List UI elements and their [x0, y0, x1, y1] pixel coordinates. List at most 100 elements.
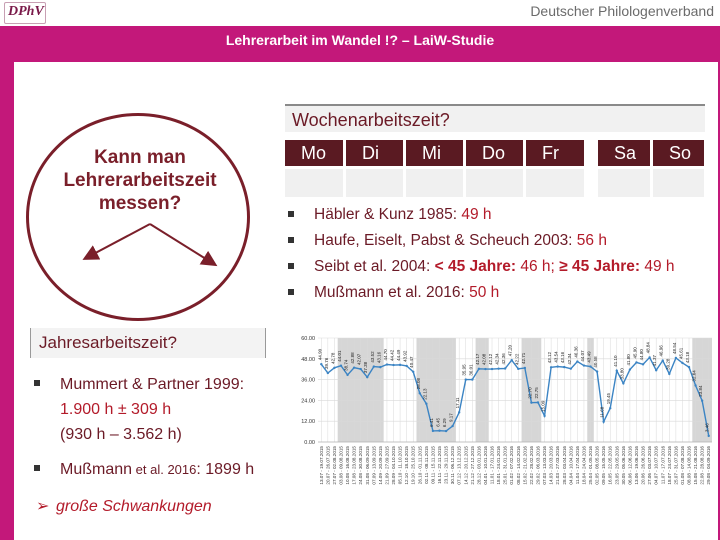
x-tick-label: 07.12 - 13.12.2015	[457, 446, 462, 485]
data-label: 45.90	[632, 347, 637, 359]
data-point	[497, 367, 500, 370]
bullet-icon	[34, 465, 40, 471]
data-label: 43.54	[554, 351, 559, 363]
data-label: 3.46	[705, 423, 710, 432]
data-label: 6.29	[442, 418, 447, 427]
day-saturday: Sa	[598, 140, 650, 166]
data-label: 33.80	[619, 368, 624, 380]
x-tick-label: 04.01 - 10.01.2016	[483, 446, 488, 485]
bullet-icon	[288, 263, 294, 269]
y-tick-label: 0.00	[304, 440, 315, 446]
data-label: 40.47	[409, 356, 414, 368]
data-point	[681, 361, 684, 365]
study-name: Mußmann	[60, 461, 133, 478]
data-point	[464, 378, 467, 381]
data-label: 42.12	[488, 353, 493, 365]
data-point	[352, 366, 356, 369]
x-tick-label: 06.06 - 12.06.2016	[627, 446, 632, 485]
list-item: Haufe, Eiselt, Pabst & Scheuch 2003: 56 …	[288, 230, 708, 256]
data-point	[418, 392, 421, 395]
data-label: 19.45	[606, 392, 611, 404]
x-tick-label: 13.06 - 19.06.2016	[634, 446, 639, 485]
data-label: 46.96	[659, 345, 664, 357]
data-label: 17.11	[455, 397, 460, 408]
data-label: 9.17	[449, 413, 454, 422]
data-label: 44.90	[317, 348, 322, 360]
data-point	[379, 365, 382, 369]
x-tick-label: 18.07 - 24.07.2016	[667, 446, 672, 485]
data-label: 43.12	[547, 352, 552, 364]
data-label: 46.36	[573, 346, 578, 358]
x-tick-label: 23.11 - 29.11.2015	[444, 446, 449, 484]
data-point	[700, 399, 704, 402]
data-point	[412, 370, 415, 373]
data-point	[320, 362, 323, 366]
data-point	[326, 371, 330, 375]
x-tick-label: 22.02 - 28.02.2016	[529, 446, 534, 485]
data-label: 41.10	[613, 355, 618, 367]
x-tick-label: 07.03 - 13.03.2016	[542, 446, 547, 485]
data-label: 6.45	[435, 417, 440, 426]
study-name-suffix: et al. 2016	[132, 462, 197, 477]
x-tick-label: 04.07 - 10.07.2016	[654, 446, 659, 485]
list-item: Mummert & Partner 1999: 1.900 h ± 309 h …	[30, 372, 280, 447]
data-point	[372, 365, 376, 368]
data-label: 42.78	[330, 352, 335, 364]
study-value: 56 h	[576, 232, 607, 249]
data-point	[635, 361, 638, 364]
bullet-icon	[288, 237, 294, 243]
data-label: 43.92	[403, 350, 408, 362]
data-label: 38.74	[344, 359, 349, 371]
data-point	[609, 407, 612, 410]
study-name: Seibt et al. 2004:	[314, 258, 435, 275]
data-point	[477, 367, 481, 371]
x-tick-label: 27.06 - 03.07.2016	[647, 446, 652, 485]
data-label: 6.41	[429, 418, 434, 427]
x-tick-label: 11.01 - 17.01.2016	[490, 446, 495, 485]
conclusion-note: ➢ große Schwankungen	[36, 496, 212, 516]
study-name: Haufe, Eiselt, Pabst & Scheuch 2003:	[314, 232, 577, 249]
data-point	[622, 382, 625, 385]
x-tick-label: 15.02 - 21.02.2016	[522, 446, 527, 485]
x-tick-label: 17.08 - 23.08.2015	[352, 446, 357, 485]
x-tick-label: 21.12 - 27.12.2015	[470, 446, 475, 485]
data-point	[366, 375, 369, 379]
day-cell	[598, 169, 650, 197]
week-section-title: Wochenarbeitszeit?	[285, 104, 705, 132]
data-point	[398, 363, 402, 367]
list-item: Häbler & Kunz 1985: 49 h	[288, 204, 708, 230]
data-point	[503, 367, 507, 370]
study-range: (930 h – 3.562 h)	[60, 426, 182, 443]
holiday-band	[416, 338, 456, 442]
x-tick-label: 21.09 - 27.09.2015	[384, 446, 389, 485]
data-label: 15.09	[541, 400, 546, 412]
x-tick-label: 07.09 - 13.09.2015	[371, 446, 376, 485]
day-friday: Fr	[526, 140, 584, 166]
year-section-title: Jahresarbeitszeit?	[30, 328, 266, 358]
data-label: 42.17	[475, 353, 480, 365]
slide-title: Lehrerarbeit im Wandel !? – LaiW-Studie	[225, 32, 495, 48]
x-tick-label: 12.10 - 18.10.2015	[404, 446, 409, 485]
data-point	[471, 378, 474, 381]
study-value: 50 h	[469, 284, 500, 301]
x-tick-label: 20.06 - 26.06.2016	[641, 446, 646, 485]
day-tuesday: Di	[346, 140, 403, 166]
data-point	[530, 401, 533, 404]
age-group-young: < 45 Jahre:	[434, 258, 517, 275]
x-tick-label: 18.04 - 24.04.2016	[581, 446, 586, 485]
data-point	[602, 420, 605, 423]
x-tick-label: 27.07 - 02.08.2015	[332, 446, 337, 485]
data-point	[595, 370, 599, 373]
data-point	[523, 366, 527, 370]
y-tick-label: 60.00	[301, 336, 315, 342]
x-tick-label: 23.05 - 29.05.2016	[614, 446, 619, 485]
data-point	[569, 367, 573, 370]
day-cell	[406, 169, 463, 197]
data-point	[490, 367, 494, 371]
data-point	[641, 363, 645, 366]
data-point	[661, 359, 664, 362]
data-label: 36.01	[468, 364, 473, 376]
x-tick-label: 14.12 - 20.12.2015	[463, 446, 468, 485]
conclusion-text: große Schwankungen	[56, 498, 212, 515]
